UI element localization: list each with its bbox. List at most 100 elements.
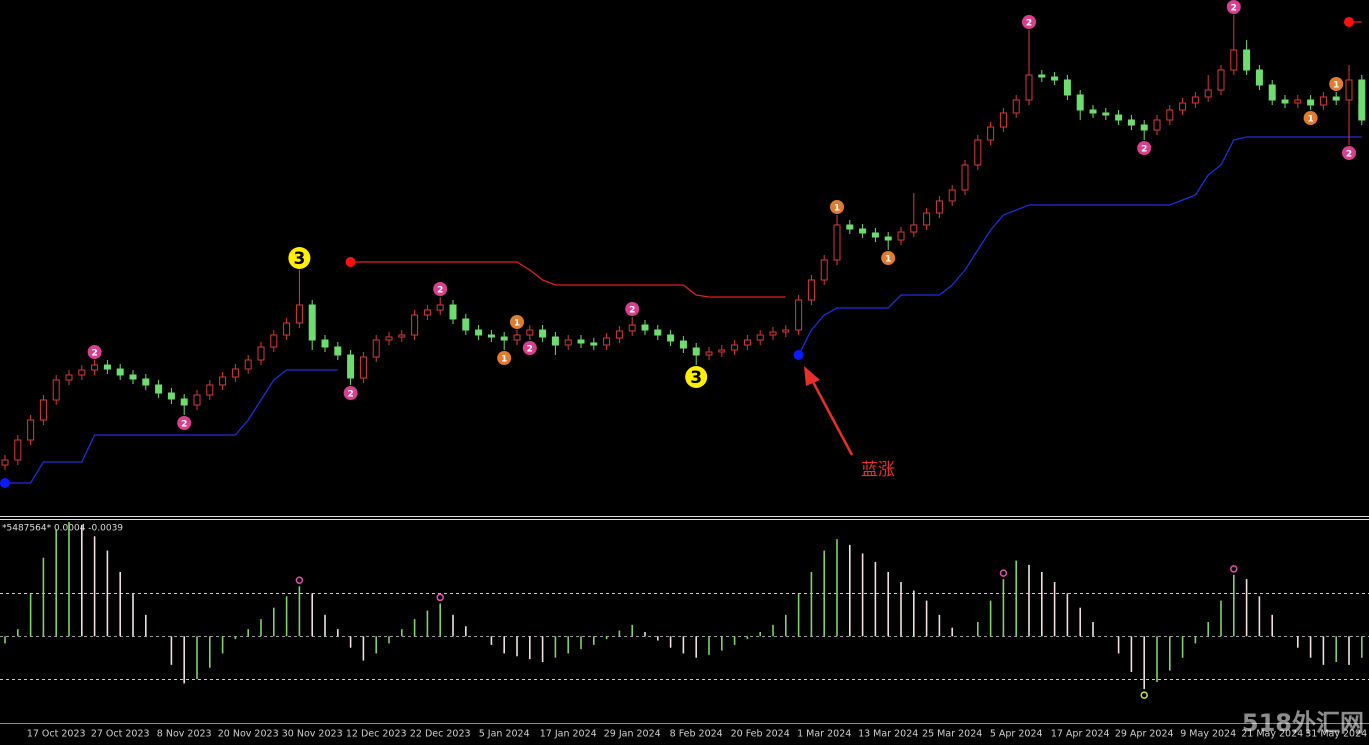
candle-body [1025, 74, 1033, 101]
candle-body [193, 394, 201, 406]
candle-body [180, 398, 188, 406]
candle-body [551, 336, 559, 346]
candle-body [1358, 79, 1366, 121]
candle-body [1255, 69, 1263, 86]
stop-dot [1344, 17, 1354, 27]
candle-body [1051, 76, 1059, 81]
candle-body [526, 329, 534, 336]
signal [343, 386, 358, 400]
signal-label: 2 [1346, 150, 1352, 160]
candle-body [372, 339, 380, 358]
candle-body [884, 236, 892, 241]
arrow-head [804, 366, 820, 386]
candle-body [910, 224, 918, 233]
signal [497, 351, 512, 365]
signal-label: 1 [885, 255, 891, 265]
candle-body [1268, 84, 1276, 101]
x-tick-label: 5 Jan 2024 [479, 729, 530, 740]
candle-body [1153, 119, 1161, 131]
signal [1342, 146, 1356, 160]
x-tick-label: 1 Mar 2024 [797, 729, 851, 740]
candle-body [1140, 124, 1148, 131]
candle-body [539, 329, 547, 338]
candle-body [385, 336, 393, 341]
candle-body [769, 331, 777, 336]
signal-label: 1 [514, 319, 520, 329]
candle-body [1179, 102, 1187, 111]
candle-body [987, 126, 995, 141]
candle-body [475, 329, 483, 336]
candle-body [756, 334, 764, 341]
candle-body [961, 164, 969, 191]
candle-body [590, 342, 598, 346]
candle-body [295, 304, 303, 324]
candle-body [935, 200, 943, 214]
x-tick-label: 17 Oct 2023 [27, 729, 86, 740]
signal-label: 2 [181, 420, 187, 430]
candle-body [1038, 74, 1046, 78]
candle-body [500, 336, 508, 341]
signal [625, 302, 640, 316]
candle-body [244, 359, 252, 370]
signal [433, 282, 448, 296]
candle-body [78, 369, 86, 376]
candle-body [782, 329, 790, 333]
candle-body [1063, 79, 1071, 96]
signal [685, 366, 708, 388]
candle-body [347, 354, 355, 379]
candle-body [1204, 89, 1212, 98]
candle-body [206, 384, 214, 396]
signal-label: 2 [629, 306, 635, 316]
candle-body [1166, 109, 1174, 121]
candle-body [411, 314, 419, 336]
candle-body [39, 399, 47, 421]
stop-line [350, 261, 786, 298]
stop-line [798, 136, 1362, 356]
x-tick-label: 29 Apr 2024 [1115, 729, 1174, 740]
x-tick-label: 30 Nov 2023 [282, 729, 343, 740]
candle-body [641, 324, 649, 331]
candle-body [615, 330, 623, 339]
candle-body [142, 378, 150, 386]
signal [1137, 141, 1152, 155]
candle-body [270, 334, 278, 348]
signal [177, 416, 192, 430]
indicator-marker [1230, 565, 1238, 573]
x-tick-label: 5 Apr 2024 [990, 729, 1043, 740]
candle-body [603, 337, 611, 346]
candle-body [14, 439, 22, 461]
candle-body [974, 139, 982, 166]
candle-body [321, 339, 329, 348]
arrow-shaft [810, 379, 854, 456]
x-tick-label: 20 Feb 2024 [731, 729, 790, 740]
x-tick-label: 12 Dec 2023 [346, 729, 407, 740]
candle-body [436, 304, 444, 311]
stop-dot [0, 478, 10, 488]
indicator-marker [436, 593, 444, 602]
x-tick-label: 29 Jan 2024 [604, 729, 661, 740]
candle-body [1, 459, 9, 466]
x-tick-label: 27 Oct 2023 [91, 729, 150, 740]
indicator-label: *5487564* 0.0004 -0.0039 [2, 524, 123, 534]
candle-body [679, 340, 687, 349]
watermark: 518外汇网 [1242, 709, 1364, 737]
candle-body [423, 309, 431, 316]
candle-body [334, 346, 342, 356]
candle-body [1012, 99, 1020, 114]
signal-label: 1 [834, 204, 840, 214]
candle-body [398, 334, 406, 338]
candle-body [1127, 119, 1135, 126]
stop-line [5, 369, 338, 484]
annotation: 蓝涨 [861, 460, 895, 480]
candle-body [65, 374, 73, 381]
candle-body [308, 304, 316, 341]
candle-body [103, 364, 111, 370]
candle-body [257, 346, 265, 361]
candle-body [923, 212, 931, 226]
candle-body [859, 228, 867, 234]
candle-body [948, 189, 956, 202]
candle-body [795, 299, 803, 331]
signal-label: 1 [1307, 115, 1313, 125]
candle-body [167, 392, 175, 400]
candle-body [577, 339, 585, 344]
